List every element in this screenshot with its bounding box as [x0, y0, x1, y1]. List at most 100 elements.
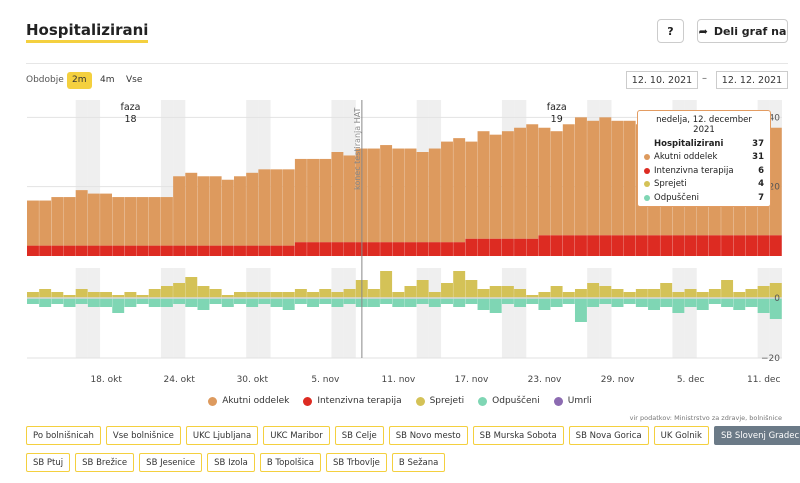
- hospital-button-b-sezana[interactable]: B Sežana: [391, 453, 446, 472]
- bar-intenzivna-terapija: [441, 242, 453, 256]
- bar-odpusceni: [209, 298, 222, 304]
- bar-akutni-oddelek: [124, 197, 137, 246]
- period-4m-button[interactable]: 4m: [100, 75, 115, 85]
- weekend-band: [587, 268, 600, 358]
- bar-akutni-oddelek: [769, 127, 782, 236]
- hospital-button-sb-nova-gorica[interactable]: SB Nova Gorica: [568, 426, 649, 445]
- bar-odpusceni: [745, 298, 758, 307]
- bar-akutni-oddelek: [380, 145, 393, 243]
- bar-sprejeti: [514, 289, 527, 298]
- share-button[interactable]: ➦ Deli graf na: [697, 19, 788, 43]
- period-label: Obdobje: [26, 75, 64, 85]
- bar-odpusceni: [160, 298, 173, 307]
- date-from-input[interactable]: 12. 10. 2021: [626, 71, 698, 89]
- bar-intenzivna-terapija: [270, 245, 283, 256]
- bar-intenzivna-terapija: [136, 245, 149, 256]
- bar-akutni-oddelek: [562, 124, 575, 236]
- x-tick-label: 5. dec: [677, 375, 705, 385]
- bar-akutni-oddelek: [185, 172, 198, 246]
- bar-sprejeti: [392, 292, 405, 298]
- hospital-button-vse-bolnisnice[interactable]: Vse bolnišnice: [105, 426, 181, 445]
- bar-intenzivna-terapija: [757, 235, 770, 256]
- hospital-button-po-bolnisnicah[interactable]: Po bolnišnicah: [26, 426, 101, 445]
- bar-akutni-oddelek: [63, 197, 76, 246]
- hospital-button-uk-golnik[interactable]: UK Golnik: [653, 426, 709, 445]
- bar-intenzivna-terapija: [416, 242, 429, 256]
- period-2m-button[interactable]: 2m: [67, 72, 92, 89]
- help-button[interactable]: ?: [657, 19, 684, 43]
- bar-intenzivna-terapija: [635, 235, 648, 256]
- bar-odpusceni: [428, 298, 441, 307]
- bar-odpusceni: [221, 298, 234, 307]
- phase-number: 19: [551, 114, 563, 125]
- tooltip-label: Odpuščeni: [654, 192, 699, 203]
- bar-akutni-oddelek: [599, 117, 612, 236]
- bar-odpusceni: [367, 298, 380, 307]
- bar-sprejeti: [635, 289, 648, 298]
- bar-intenzivna-terapija: [538, 235, 551, 256]
- bar-akutni-oddelek: [234, 176, 246, 246]
- bar-odpusceni: [441, 298, 453, 304]
- bar-akutni-oddelek: [112, 197, 125, 246]
- hospital-button-sb-murska-sobota[interactable]: SB Murska Sobota: [472, 426, 564, 445]
- legend-item-sprejeti[interactable]: Sprejeti: [415, 396, 464, 406]
- hospital-button-b-topolsica[interactable]: B Topolšica: [259, 453, 321, 472]
- bar-akutni-oddelek: [160, 197, 173, 246]
- hospital-button-sb-trbovlje[interactable]: SB Trbovlje: [325, 453, 387, 472]
- bar-odpusceni: [112, 298, 125, 313]
- bar-akutni-oddelek: [501, 131, 514, 239]
- bar-intenzivna-terapija: [197, 245, 210, 256]
- hospital-button-sb-slovenj-gradec[interactable]: SB Slovenj Gradec: [713, 426, 800, 445]
- bar-odpusceni: [234, 298, 246, 304]
- hospital-button-sb-celje[interactable]: SB Celje: [334, 426, 384, 445]
- bar-odpusceni: [672, 298, 685, 313]
- hospital-button-sb-novo-mesto[interactable]: SB Novo mesto: [388, 426, 468, 445]
- bar-odpusceni: [477, 298, 490, 310]
- hospital-button-sb-izola[interactable]: SB Izola: [207, 453, 255, 472]
- bar-odpusceni: [465, 298, 478, 304]
- bar-akutni-oddelek: [209, 176, 222, 246]
- hospital-button-ukc-ljubljana[interactable]: UKC Ljubljana: [185, 426, 259, 445]
- legend-item-odpusceni[interactable]: Odpuščeni: [478, 396, 540, 406]
- bar-akutni-oddelek: [428, 148, 441, 243]
- bar-odpusceni: [136, 298, 149, 304]
- hospital-button-sb-jesenice[interactable]: SB Jesenice: [139, 453, 203, 472]
- bar-akutni-oddelek: [538, 127, 551, 236]
- date-to-input[interactable]: 12. 12. 2021: [716, 71, 788, 89]
- bar-akutni-oddelek: [587, 120, 600, 236]
- legend-item-akutni-oddelek[interactable]: Akutni oddelek: [208, 396, 289, 406]
- bar-intenzivna-terapija: [611, 235, 624, 256]
- bar-intenzivna-terapija: [124, 245, 137, 256]
- hospital-button-sb-ptuj[interactable]: SB Ptuj: [26, 453, 71, 472]
- bar-sprejeti: [404, 286, 417, 298]
- bar-intenzivna-terapija: [696, 235, 709, 256]
- bar-akutni-oddelek: [404, 148, 417, 243]
- bar-intenzivna-terapija: [745, 235, 758, 256]
- bar-sprejeti: [684, 289, 697, 298]
- bar-intenzivna-terapija: [234, 245, 246, 256]
- bar-intenzivna-terapija: [209, 245, 222, 256]
- share-arrow-icon: ➦: [698, 24, 708, 38]
- bar-odpusceni: [526, 298, 539, 304]
- bar-intenzivna-terapija: [721, 235, 734, 256]
- legend-item-umrli[interactable]: Umrli: [553, 396, 592, 406]
- bar-akutni-oddelek: [331, 152, 344, 243]
- hospital-filter-row-1: Po bolnišnicah Vse bolnišnice UKC Ljubljan…: [26, 426, 800, 445]
- bar-akutni-oddelek: [136, 197, 149, 246]
- bar-akutni-oddelek: [148, 197, 161, 246]
- bar-odpusceni: [282, 298, 295, 310]
- bar-intenzivna-terapija: [514, 238, 527, 256]
- header-divider: [26, 63, 788, 64]
- bar-akutni-oddelek: [100, 193, 112, 246]
- bar-intenzivna-terapija: [477, 238, 490, 256]
- bar-akutni-oddelek: [489, 134, 502, 239]
- legend-item-intenzivna-terapija[interactable]: Intenzivna terapija: [303, 396, 402, 406]
- hospital-button-ukc-maribor[interactable]: UKC Maribor: [263, 426, 330, 445]
- bar-akutni-oddelek: [270, 169, 283, 246]
- period-all-button[interactable]: Vse: [126, 75, 143, 85]
- bar-sprejeti: [221, 295, 234, 298]
- bar-sprejeti: [453, 271, 466, 298]
- hospital-button-sb-brezice[interactable]: SB Brežice: [75, 453, 135, 472]
- bar-odpusceni: [660, 298, 673, 307]
